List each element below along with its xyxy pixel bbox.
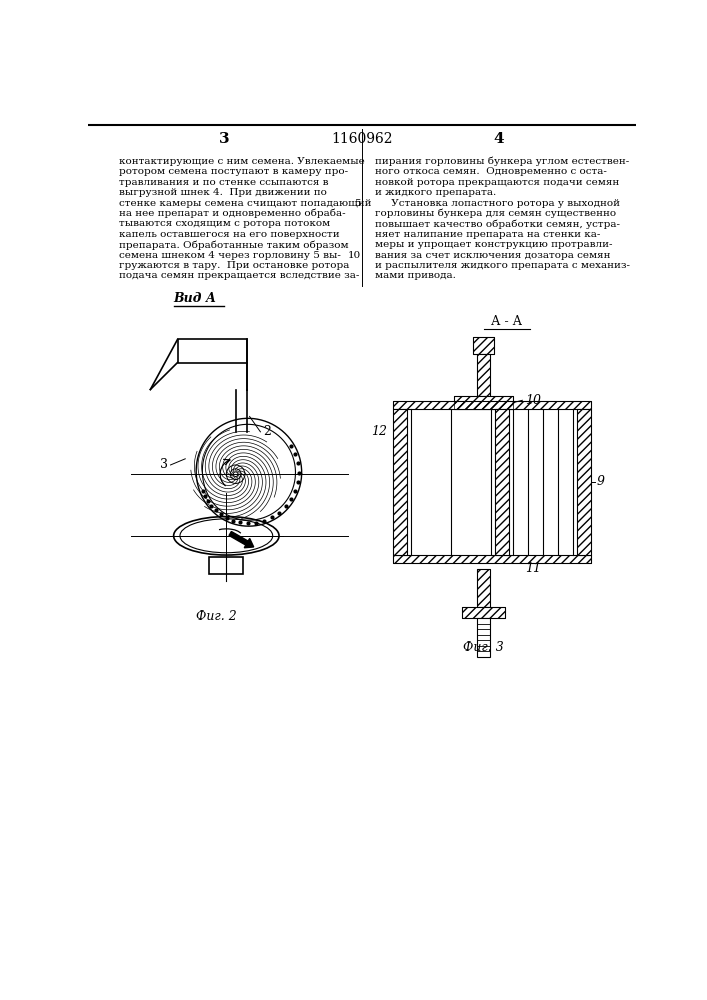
Text: мами привода.: мами привода. <box>375 271 456 280</box>
Text: 3: 3 <box>160 458 168 471</box>
Text: 2: 2 <box>263 425 271 438</box>
Text: и жидкого препарата.: и жидкого препарата. <box>375 188 496 197</box>
Text: повышает качество обработки семян, устра-: повышает качество обработки семян, устра… <box>375 219 620 229</box>
Text: на нее препарат и одновременно обраба-: на нее препарат и одновременно обраба- <box>119 209 346 218</box>
Text: 3: 3 <box>218 132 229 146</box>
Text: семена шнеком 4 через горловину 5 вы-: семена шнеком 4 через горловину 5 вы- <box>119 251 341 260</box>
Bar <box>577 409 590 555</box>
Bar <box>473 337 494 354</box>
Bar <box>477 618 490 657</box>
Bar <box>477 354 490 396</box>
Text: пирания горловины бункера углом естествен-: пирания горловины бункера углом естестве… <box>375 157 629 166</box>
Text: А - А: А - А <box>491 315 522 328</box>
Bar <box>477 354 490 396</box>
Bar <box>393 555 590 563</box>
Text: меры и упрощает конструкцию протравли-: меры и упрощает конструкцию протравли- <box>375 240 613 249</box>
Text: вания за счет исключения дозатора семян: вания за счет исключения дозатора семян <box>375 251 611 260</box>
Text: 9: 9 <box>597 475 604 488</box>
Text: ного откоса семян.  Одновременно с оста-: ного откоса семян. Одновременно с оста- <box>375 167 607 176</box>
Text: выгрузной шнек 4.  При движении по: выгрузной шнек 4. При движении по <box>119 188 327 197</box>
Text: 5: 5 <box>354 199 361 208</box>
Text: 4: 4 <box>493 132 504 146</box>
Bar <box>393 401 590 409</box>
Text: 12: 12 <box>370 425 387 438</box>
Bar <box>393 401 590 409</box>
Text: контактирующие с ним семена. Увлекаемые: контактирующие с ним семена. Увлекаемые <box>119 157 365 166</box>
Bar <box>577 409 590 555</box>
Bar <box>477 569 490 607</box>
Text: няет налипание препарата на стенки ка-: няет налипание препарата на стенки ка- <box>375 230 600 239</box>
Text: Фиг. 3: Фиг. 3 <box>463 641 504 654</box>
FancyArrow shape <box>229 531 254 548</box>
Text: травливания и по стенке ссыпаются в: травливания и по стенке ссыпаются в <box>119 178 329 187</box>
Text: горловины бункера для семян существенно: горловины бункера для семян существенно <box>375 209 617 218</box>
Text: препарата. Обработанные таким образом: препарата. Обработанные таким образом <box>119 240 349 250</box>
Text: подача семян прекращается вследствие за-: подача семян прекращается вследствие за- <box>119 271 360 280</box>
Bar <box>495 409 509 555</box>
Bar <box>462 607 506 618</box>
Text: и распылителя жидкого препарата с механиз-: и распылителя жидкого препарата с механи… <box>375 261 630 270</box>
Text: тываются сходящим с ротора потоком: тываются сходящим с ротора потоком <box>119 219 331 228</box>
Text: 10: 10 <box>348 251 361 260</box>
Text: 1160962: 1160962 <box>331 132 392 146</box>
Bar <box>462 607 506 618</box>
Bar <box>454 396 513 409</box>
Bar <box>473 337 494 354</box>
Bar <box>393 409 407 555</box>
Text: капель оставшегося на его поверхности: капель оставшегося на его поверхности <box>119 230 340 239</box>
Text: Фиг. 2: Фиг. 2 <box>196 610 237 623</box>
Text: Установка лопастного ротора у выходной: Установка лопастного ротора у выходной <box>375 199 620 208</box>
Text: 10: 10 <box>525 394 541 407</box>
Bar <box>393 409 407 555</box>
Text: ротором семена поступают в камеру про-: ротором семена поступают в камеру про- <box>119 167 349 176</box>
Text: стенке камеры семена счищают попадающий: стенке камеры семена счищают попадающий <box>119 199 372 208</box>
Bar <box>454 396 513 409</box>
Text: 11: 11 <box>525 562 541 575</box>
Text: Вид А: Вид А <box>174 292 216 305</box>
Text: новкой ротора прекращаются подачи семян: новкой ротора прекращаются подачи семян <box>375 178 619 187</box>
Bar <box>209 557 243 574</box>
Bar <box>393 555 590 563</box>
Bar <box>477 569 490 607</box>
Text: гружаются в тару.  При остановке ротора: гружаются в тару. При остановке ротора <box>119 261 350 270</box>
Bar <box>495 409 509 555</box>
